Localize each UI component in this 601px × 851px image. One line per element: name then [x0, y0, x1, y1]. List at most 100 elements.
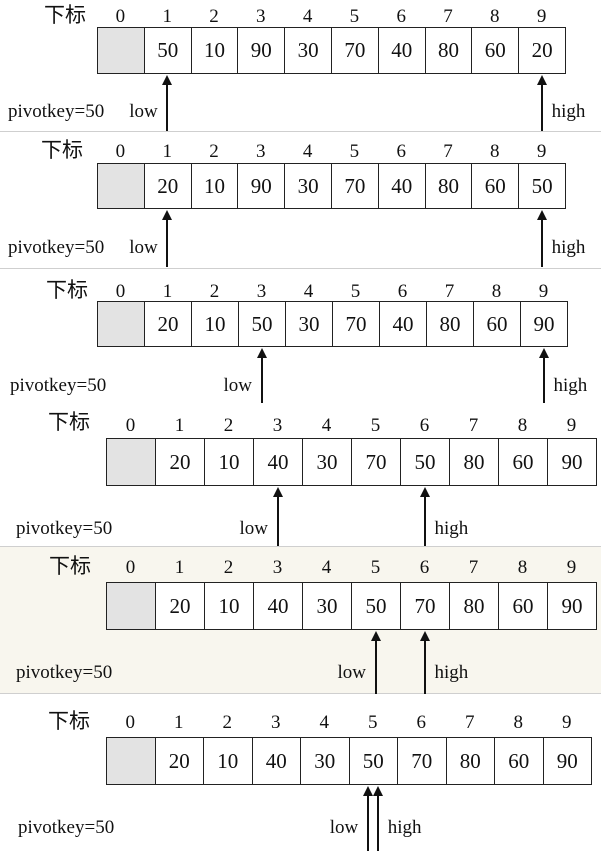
array-cell: 10 [204, 582, 254, 630]
array-cell: 80 [426, 301, 474, 347]
low-pointer-label: low [129, 237, 158, 258]
pivot-key-label: pivotkey=50 [16, 662, 113, 683]
index-label: 7 [468, 415, 479, 436]
index-label: 1 [174, 712, 184, 733]
array-cell: 90 [547, 582, 597, 630]
index-label: 2 [209, 6, 219, 27]
array-cell: 20 [143, 163, 192, 209]
array-cell: 50 [143, 27, 192, 74]
partition-step: 下标 0 1 20 2 10 3 90 4 30 5 70 6 40 7 80 8 60 9 50 pivotkey=5… [0, 131, 601, 269]
high-pointer-arrow [372, 786, 383, 851]
index-label: 9 [566, 557, 577, 578]
array-cell: 80 [445, 737, 495, 785]
array-cell: 90 [547, 438, 597, 486]
array-cell: 80 [449, 582, 499, 630]
high-pointer-label: high [434, 518, 469, 539]
index-label: 0 [115, 6, 126, 27]
array-cell: 30 [285, 301, 333, 347]
array-cell: 20 [155, 438, 205, 486]
array-cell: 60 [494, 737, 544, 785]
array-cell: 20 [155, 582, 205, 630]
low-pointer-label: low [223, 375, 253, 396]
index-label: 2 [209, 281, 220, 302]
array-cell: 60 [471, 163, 520, 209]
index-label: 8 [517, 557, 528, 578]
index-label: 1 [162, 281, 173, 302]
array-cell: 80 [424, 27, 473, 74]
index-label: 3 [272, 415, 283, 436]
index-label: 2 [209, 141, 219, 162]
index-label: 5 [370, 415, 381, 436]
index-label: 9 [536, 141, 547, 162]
index-label: 5 [368, 712, 378, 733]
low-pointer-arrow [162, 210, 173, 267]
sentinel-cell [97, 163, 145, 209]
array-cell: 70 [400, 582, 450, 630]
index-label: 3 [256, 6, 266, 27]
array-cell: 10 [204, 438, 254, 486]
array-cell: 30 [284, 27, 332, 74]
high-pointer-label: high [434, 662, 469, 683]
index-label: 6 [419, 415, 430, 436]
index-label: 8 [513, 712, 524, 733]
pivot-key-label: pivotkey=50 [8, 101, 105, 122]
index-label: 0 [115, 141, 126, 162]
array-cell: 50 [348, 737, 398, 785]
array-cell: 60 [471, 27, 520, 74]
array-cell: 80 [424, 163, 473, 209]
index-label: 5 [350, 281, 361, 302]
array-cell: 60 [498, 438, 548, 486]
array-cell: 40 [253, 438, 303, 486]
array-cell: 20 [518, 27, 566, 74]
low-pointer-label: low [129, 101, 158, 122]
array-cell: 40 [251, 737, 301, 785]
partition-step: 下标 0 1 20 2 10 3 40 4 30 5 70 6 50 7 80 8 60 9 90 pivotkey=5… [0, 403, 601, 546]
low-pointer-arrow [162, 75, 173, 132]
pivot-key-label: pivotkey=50 [16, 518, 113, 539]
high-pointer-label: high [551, 101, 586, 122]
index-label: 9 [538, 281, 549, 302]
index-label: 1 [162, 141, 172, 162]
partition-step: 下标 0 1 20 2 10 3 40 4 30 5 50 6 70 7 80 8 60 9 90 pivotkey=5… [0, 546, 601, 694]
index-label: 2 [223, 557, 234, 578]
index-label: 7 [465, 712, 475, 733]
index-label: 4 [319, 712, 330, 733]
index-label: 6 [419, 557, 430, 578]
index-label: 4 [302, 6, 313, 27]
array-cell: 40 [379, 301, 427, 347]
high-pointer-arrow [536, 75, 547, 132]
index-label: 6 [396, 6, 406, 27]
index-label: 8 [490, 6, 500, 27]
index-label: 9 [566, 415, 577, 436]
index-label: 6 [416, 712, 427, 733]
index-label: 0 [115, 281, 126, 302]
low-pointer-arrow [272, 487, 283, 546]
index-label: 3 [256, 281, 267, 302]
array-cell: 30 [284, 163, 332, 209]
array-cell: 70 [331, 163, 379, 209]
index-label: 3 [256, 141, 266, 162]
high-pointer-arrow [419, 631, 430, 694]
array-cell: 40 [253, 582, 303, 630]
index-label: 3 [272, 557, 283, 578]
high-pointer-label: high [551, 237, 586, 258]
pivot-key-label: pivotkey=50 [18, 817, 115, 838]
pivot-key-label: pivotkey=50 [8, 237, 105, 258]
sentinel-cell [97, 27, 145, 74]
index-label: 8 [491, 281, 502, 302]
index-header-label: 下标 [44, 3, 86, 27]
index-header-label: 下标 [41, 138, 83, 162]
array-cell: 70 [397, 737, 447, 785]
array-cell: 50 [351, 582, 401, 630]
low-pointer-arrow [362, 786, 373, 851]
array-cell: 10 [203, 737, 253, 785]
index-label: 2 [223, 415, 234, 436]
low-pointer-arrow [256, 348, 267, 403]
index-label: 7 [443, 141, 453, 162]
array-cell: 80 [449, 438, 499, 486]
index-label: 5 [349, 6, 360, 27]
index-label: 8 [490, 141, 500, 162]
index-label: 9 [562, 712, 572, 733]
array-cell: 30 [302, 582, 352, 630]
